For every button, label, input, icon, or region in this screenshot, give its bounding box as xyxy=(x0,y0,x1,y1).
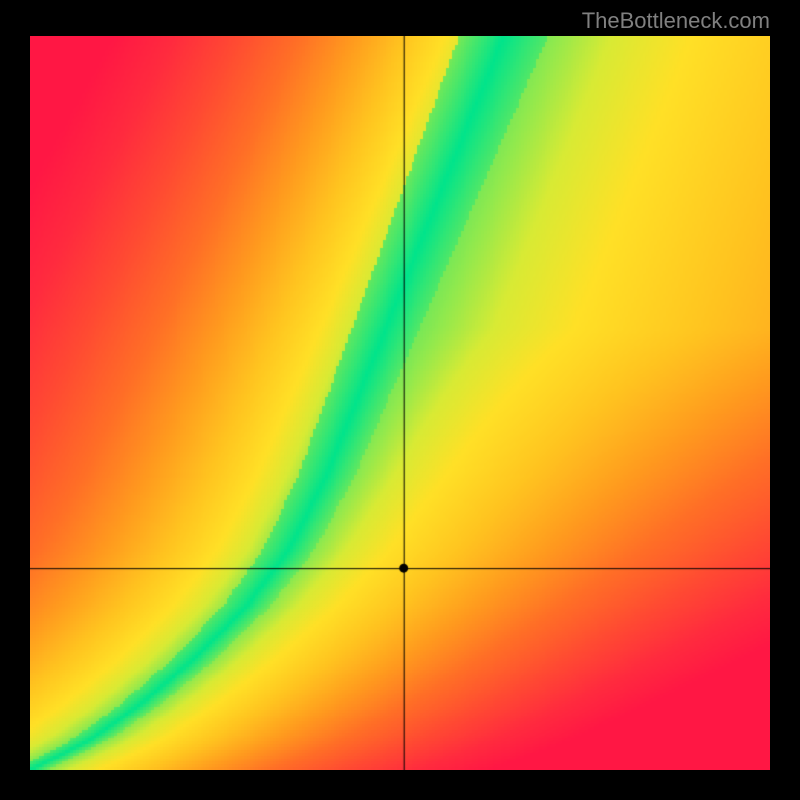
watermark-text: TheBottleneck.com xyxy=(582,8,770,34)
bottleneck-heatmap xyxy=(30,36,770,770)
chart-container: TheBottleneck.com xyxy=(0,0,800,800)
